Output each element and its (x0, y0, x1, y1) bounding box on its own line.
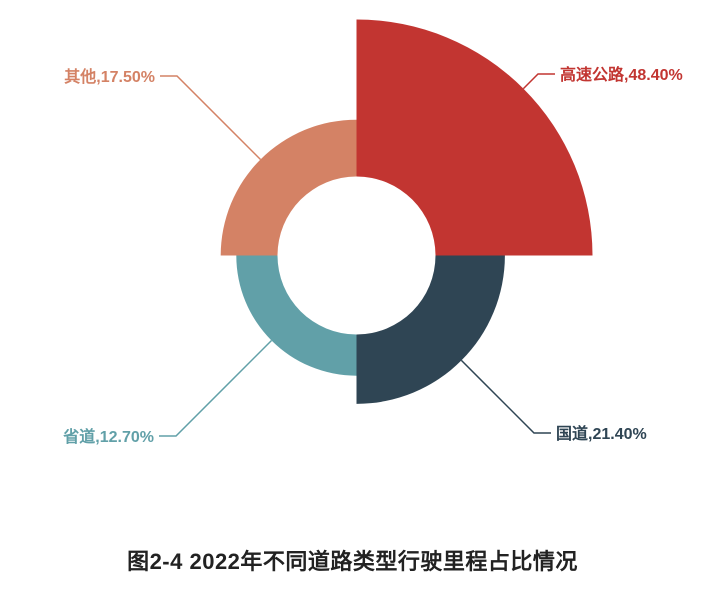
slice-label: 高速公路,48.40% (560, 65, 683, 84)
pie-slice[interactable] (220, 119, 357, 256)
label-leader-line (522, 73, 555, 90)
pie-slice[interactable] (356, 19, 593, 256)
label-leader-line (460, 359, 551, 434)
label-leader-line (159, 339, 273, 437)
slice-label: 省道,12.70% (62, 427, 154, 446)
label-leader-line (160, 75, 262, 161)
rose-donut-chart: 高速公路,48.40% 国道,21.40% 省道,12.70% 其他,17.50% (62, 19, 683, 446)
pie-slice[interactable] (236, 255, 357, 376)
slice-label: 国道,21.40% (556, 424, 647, 443)
slice-label: 其他,17.50% (64, 67, 155, 86)
chart-title: 图2-4 2022年不同道路类型行驶里程占比情况 (127, 549, 578, 574)
pie-slice[interactable] (356, 255, 505, 404)
